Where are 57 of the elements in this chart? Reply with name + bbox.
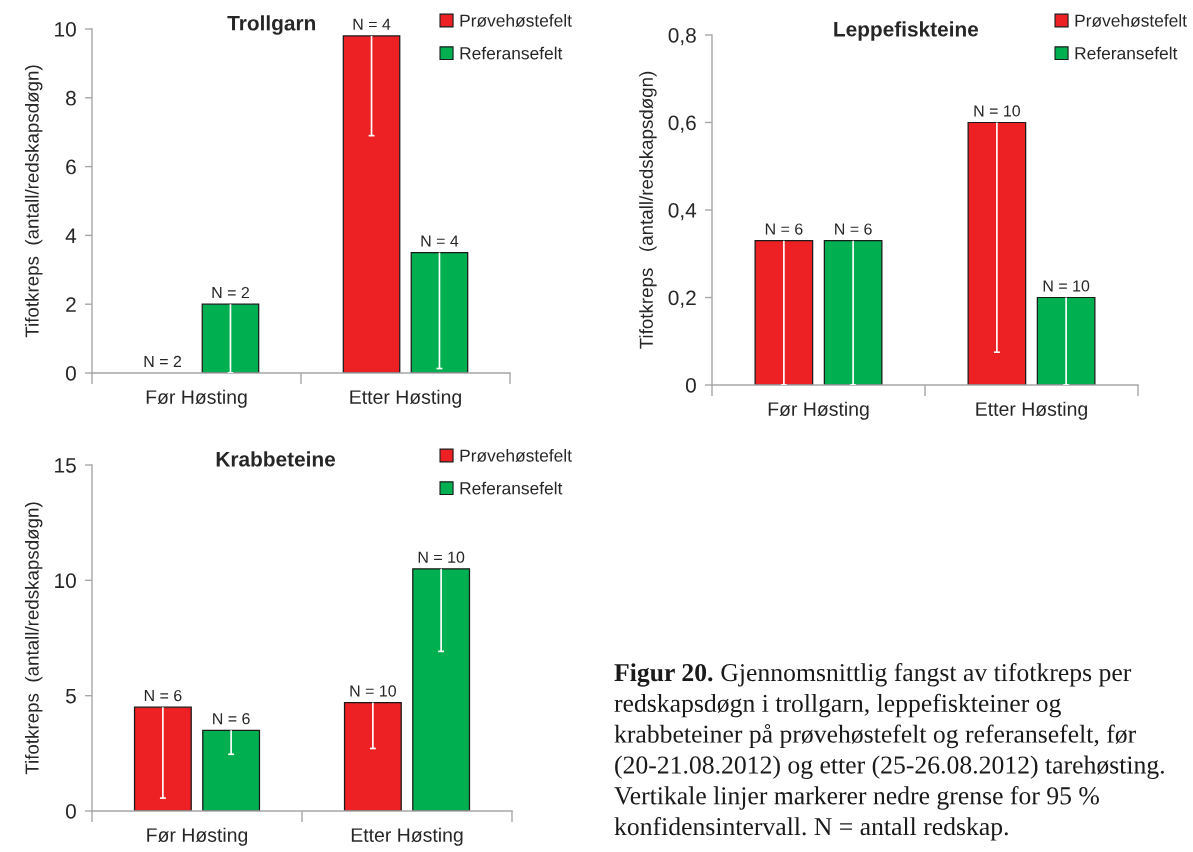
y-tick-label: 15 [55,458,76,473]
annotation: N = 10 [974,105,1021,117]
annotation: N = 2 [144,355,182,367]
bar [342,35,401,373]
bar [967,121,1027,385]
legend-label: Referansefelt [1075,46,1178,60]
bar [410,251,469,373]
legend-label: Referansefelt [460,46,563,60]
x-tick-label: Etter Høsting [350,389,461,408]
y-tick-label: 10 [55,22,76,37]
annotation: N = 6 [765,223,803,235]
annotation: N = 6 [144,689,182,702]
bar [412,568,471,811]
annotation: N = 6 [213,713,250,725]
y-tick-label: 8 [66,90,76,106]
y-tick-label: 0,8 [668,28,696,46]
annotation: N = 2 [212,286,249,299]
annotation: N = 10 [1043,280,1090,292]
chart-title: Trollgarn [227,15,316,35]
y-tick-label: 5 [65,688,76,704]
y-tick-label: 0 [65,804,76,819]
chart-title: Krabbeteine [216,451,336,467]
legend-label: Referansefelt [460,481,563,495]
bar [823,240,883,385]
legend-label: Prøvehøstefelt [460,14,572,27]
x-tick-label: Før Høsting [147,827,248,846]
bar [343,701,402,811]
annotation: N = 4 [421,235,459,247]
x-tick-label: Før Høsting [768,401,869,420]
annotation: N = 10 [418,551,465,563]
annotation: N = 4 [353,18,391,30]
y-tick-label: 0,4 [668,203,697,221]
y-axis-title: Tifotkreps (antall/redskapsdøgn) [24,502,43,775]
bar [202,729,261,811]
y-tick-label: 0,6 [668,115,696,133]
y-tick-label: 4 [65,228,77,243]
x-tick-label: Etter Høsting [351,827,463,846]
bar [754,240,814,385]
y-tick-label: 2 [66,297,76,312]
y-tick-label: 6 [66,159,76,175]
annotation: N = 6 [835,223,872,235]
chart-title: Leppefiskteine [834,21,979,41]
x-tick-label: Etter Høsting [976,401,1087,420]
y-tick-label: 0 [65,366,76,381]
y-tick-label: 0,2 [668,290,696,308]
y-tick-label: 0 [685,378,696,393]
bar [201,303,260,373]
text: Figur 20. Gjennomsnittlig fangst av tifotkreps per redskapsdøgn i trollgarn, leppefiskteiner og krabbeteiner på prøvehøstefelt og referansefelt, før (20-21.08.2012) og etter (25-26.08.2012) tarehøsting. Vertikale linjer markerer nedre grense for 95 % konfidensintervall. N = antall redskap. [614,662,1164,841]
y-axis-title: Tifotkreps (antall/redskapsdøgn) [639,71,657,349]
bar [1036,296,1096,385]
legend-label: Prøvehøstefelt [460,449,572,462]
x-tick-label: Før Høsting [146,389,247,408]
y-tick-label: 10 [55,573,76,589]
bar [133,706,192,811]
legend-label: Prøvehøstefelt [1075,14,1187,27]
y-axis-title: Tifotkreps (antall/redskapsdøgn) [24,65,43,338]
annotation: N = 10 [350,685,396,697]
